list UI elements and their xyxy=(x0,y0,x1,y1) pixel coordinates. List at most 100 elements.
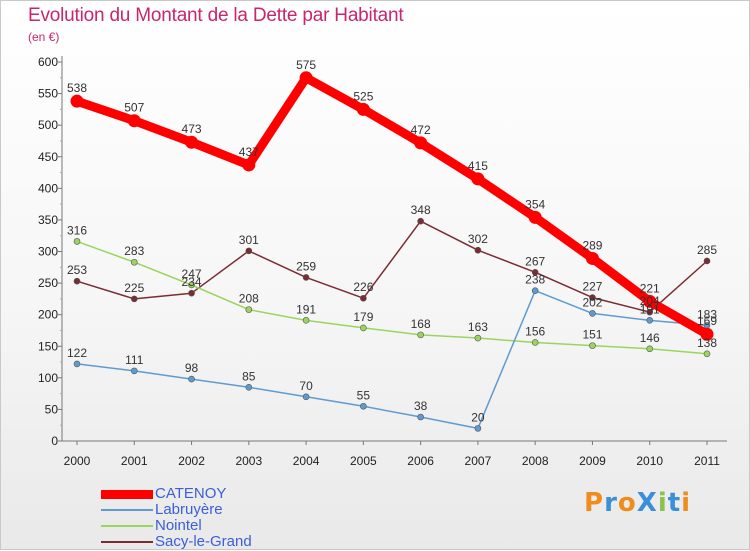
data-point xyxy=(703,257,711,265)
data-point xyxy=(130,258,138,266)
data-point xyxy=(360,294,367,302)
data-label: 98 xyxy=(185,361,199,375)
data-label: 191 xyxy=(640,302,660,316)
data-label: 238 xyxy=(525,273,545,287)
data-point xyxy=(414,136,428,150)
data-point xyxy=(643,294,657,308)
data-point xyxy=(130,367,138,375)
data-point xyxy=(531,287,539,294)
data-label: 267 xyxy=(525,254,545,268)
legend-swatch xyxy=(101,525,153,527)
chart-title: Evolution du Montant de la Dette par Hab… xyxy=(28,5,404,26)
data-label: 253 xyxy=(67,263,87,277)
data-label: 156 xyxy=(525,324,545,338)
data-point xyxy=(417,217,424,225)
data-label: 316 xyxy=(67,223,87,237)
logo-letter: i xyxy=(681,488,692,518)
data-point xyxy=(302,317,310,324)
data-label: 301 xyxy=(239,233,259,247)
data-point xyxy=(589,342,596,349)
data-label: 538 xyxy=(67,81,87,95)
data-label: 225 xyxy=(124,281,144,295)
data-label: 473 xyxy=(182,122,202,136)
logo-letter: i xyxy=(657,488,668,518)
data-label: 226 xyxy=(353,280,373,294)
y-tick-label: 300 xyxy=(38,245,58,259)
data-label: 122 xyxy=(67,346,87,360)
data-label: 354 xyxy=(525,197,545,211)
data-label: 85 xyxy=(242,369,256,383)
data-label: 472 xyxy=(411,123,431,137)
data-point xyxy=(127,114,141,128)
data-point xyxy=(73,277,81,285)
series-line xyxy=(72,73,712,339)
data-label: 221 xyxy=(640,281,660,295)
data-point xyxy=(646,317,654,324)
data-label: 525 xyxy=(353,89,373,103)
data-point xyxy=(73,238,81,245)
series-sacy-le-grand xyxy=(73,217,711,316)
data-point xyxy=(299,71,313,85)
y-tick-label: 350 xyxy=(38,213,58,227)
proxiti-logo: ProXiti xyxy=(584,488,691,518)
legend: CATENOY Labruyère Nointel Sacy-le-Grand xyxy=(101,486,361,550)
axes: 0 50 100 150 200 250 300 350 400 450 500 550 600 2000… xyxy=(38,55,727,468)
data-point xyxy=(589,310,596,317)
data-label: 415 xyxy=(468,159,488,173)
data-label: 169 xyxy=(697,314,717,328)
data-label: 247 xyxy=(182,267,202,281)
data-point xyxy=(130,295,138,303)
data-label: 146 xyxy=(640,331,660,345)
legend-label: Labruyère xyxy=(155,501,223,518)
y-tick-label: 550 xyxy=(38,87,58,101)
data-label: 348 xyxy=(411,203,431,217)
data-label: 302 xyxy=(468,232,488,246)
data-point xyxy=(585,251,599,265)
data-label: 111 xyxy=(125,353,144,367)
logo-letter: t xyxy=(667,488,682,518)
series-catenoy xyxy=(70,71,714,341)
data-point xyxy=(474,246,482,254)
data-label: 234 xyxy=(182,275,202,289)
legend-swatch xyxy=(101,509,153,511)
chart-unit: (en €) xyxy=(28,30,60,44)
y-tick-label: 400 xyxy=(38,181,58,195)
x-tick-label: 2011 xyxy=(694,454,720,468)
x-tick-label: 2000 xyxy=(64,454,91,468)
series-line xyxy=(76,220,708,313)
data-point xyxy=(70,94,84,108)
y-tick-label: 150 xyxy=(38,339,58,353)
data-label: 163 xyxy=(468,320,488,334)
legend-item: Sacy-le-Grand xyxy=(101,534,361,550)
legend-swatch xyxy=(101,489,153,499)
y-tick-label: 450 xyxy=(38,150,58,164)
x-tick-label: 2005 xyxy=(350,454,377,468)
x-tick-label: 2009 xyxy=(579,454,606,468)
x-tick-label: 2002 xyxy=(178,454,205,468)
data-point xyxy=(474,334,482,342)
x-tick-label: 2003 xyxy=(235,454,262,468)
series-labruy-re xyxy=(73,287,711,432)
data-point xyxy=(188,281,195,289)
data-point xyxy=(302,393,310,401)
data-label: 227 xyxy=(582,280,602,294)
data-label: 204 xyxy=(640,294,660,308)
series-layer xyxy=(70,71,714,432)
y-tick-label: 250 xyxy=(38,276,58,290)
data-point xyxy=(700,327,714,341)
series-line xyxy=(76,240,708,355)
data-point xyxy=(531,339,539,346)
data-point xyxy=(245,384,253,391)
data-point xyxy=(474,425,482,432)
data-label: 507 xyxy=(124,101,144,115)
y-tick-label: 100 xyxy=(38,371,58,385)
data-label: 151 xyxy=(582,328,602,342)
logo-letter: X xyxy=(636,488,658,518)
x-tick-label: 2006 xyxy=(407,454,434,468)
data-point xyxy=(417,331,424,339)
data-labels: 253 225 234 301 259 226 348 302 267 227 204 285 316 2… xyxy=(67,58,717,425)
data-point xyxy=(646,308,654,316)
data-label: 191 xyxy=(296,302,316,316)
legend-label: Sacy-le-Grand xyxy=(155,533,252,550)
